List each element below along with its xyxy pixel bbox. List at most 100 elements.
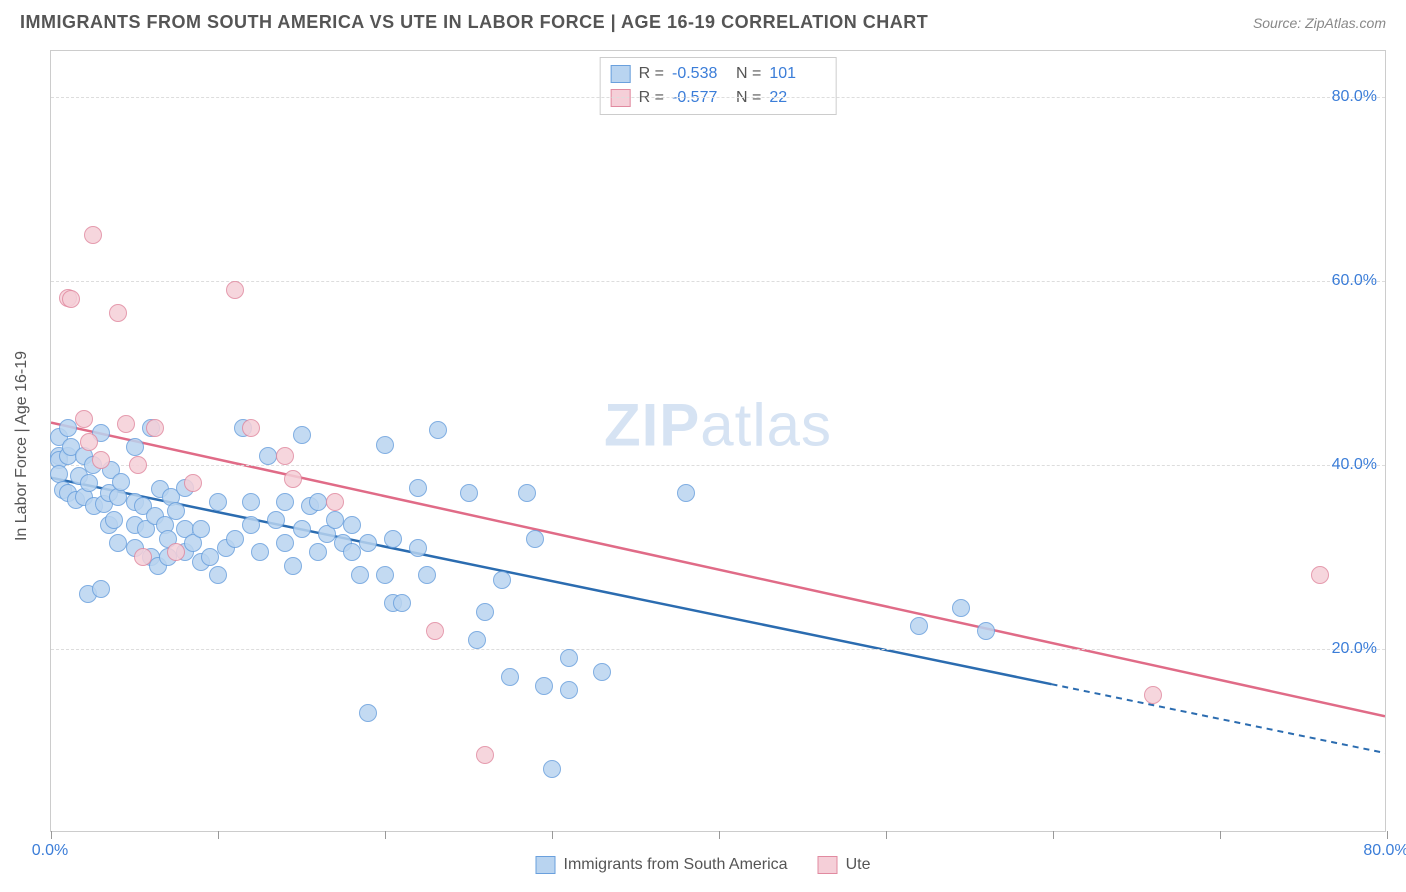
data-point	[80, 474, 98, 492]
data-point	[460, 484, 478, 502]
data-point	[92, 451, 110, 469]
data-point	[351, 566, 369, 584]
data-point	[59, 419, 77, 437]
data-point	[560, 681, 578, 699]
watermark: ZIPatlas	[604, 391, 832, 460]
xtick	[1387, 831, 1388, 839]
data-point	[167, 543, 185, 561]
data-point	[117, 415, 135, 433]
data-point	[242, 493, 260, 511]
xtick	[385, 831, 386, 839]
ytick-label: 40.0%	[1332, 456, 1377, 474]
xtick-label: 0.0%	[32, 842, 68, 860]
source-attribution: Source: ZipAtlas.com	[1253, 15, 1386, 31]
data-point	[167, 502, 185, 520]
data-point	[242, 419, 260, 437]
gridline	[51, 649, 1385, 650]
data-point	[476, 746, 494, 764]
stats-row-series-1: R = -0.538 N = 101	[611, 62, 826, 86]
data-point	[359, 704, 377, 722]
data-point	[418, 566, 436, 584]
bottom-legend: Immigrants from South America Ute	[536, 856, 871, 874]
data-point	[977, 622, 995, 640]
data-point	[192, 520, 210, 538]
data-point	[284, 557, 302, 575]
data-point	[677, 484, 695, 502]
swatch-series-2	[611, 89, 631, 107]
data-point	[384, 530, 402, 548]
data-point	[429, 421, 447, 439]
r-value-2: -0.577	[672, 86, 728, 110]
data-point	[226, 530, 244, 548]
data-point	[526, 530, 544, 548]
data-point	[543, 760, 561, 778]
data-point	[129, 456, 147, 474]
data-point	[326, 511, 344, 529]
ytick-label: 20.0%	[1332, 640, 1377, 658]
data-point	[560, 649, 578, 667]
data-point	[84, 226, 102, 244]
data-point	[593, 663, 611, 681]
data-point	[80, 433, 98, 451]
data-point	[209, 493, 227, 511]
xtick	[552, 831, 553, 839]
data-point	[109, 488, 127, 506]
data-point	[409, 479, 427, 497]
data-point	[393, 594, 411, 612]
xtick	[719, 831, 720, 839]
xtick-label: 80.0%	[1363, 842, 1406, 860]
data-point	[201, 548, 219, 566]
data-point	[226, 281, 244, 299]
watermark-rest: atlas	[700, 392, 832, 459]
data-point	[359, 534, 377, 552]
data-point	[126, 438, 144, 456]
data-point	[276, 447, 294, 465]
data-point	[376, 566, 394, 584]
data-point	[267, 511, 285, 529]
data-point	[309, 493, 327, 511]
legend-swatch-1	[536, 856, 556, 874]
legend-swatch-2	[818, 856, 838, 874]
legend-item-2: Ute	[818, 856, 871, 874]
data-point	[535, 677, 553, 695]
data-point	[293, 520, 311, 538]
data-point	[910, 617, 928, 635]
data-point	[468, 631, 486, 649]
data-point	[112, 473, 130, 491]
n-value-1: 101	[769, 62, 825, 86]
stats-legend: R = -0.538 N = 101 R = -0.577 N = 22	[600, 57, 837, 115]
chart-frame: ZIPatlas R = -0.538 N = 101 R = -0.577 N…	[50, 50, 1386, 832]
data-point	[343, 543, 361, 561]
data-point	[105, 511, 123, 529]
xtick	[1053, 831, 1054, 839]
data-point	[109, 304, 127, 322]
xtick	[218, 831, 219, 839]
ytick-label: 60.0%	[1332, 272, 1377, 290]
data-point	[284, 470, 302, 488]
y-axis-label: In Labor Force | Age 16-19	[13, 351, 31, 541]
chart-title: IMMIGRANTS FROM SOUTH AMERICA VS UTE IN …	[20, 12, 928, 33]
data-point	[92, 580, 110, 598]
n-label: N =	[736, 86, 761, 110]
n-label: N =	[736, 62, 761, 86]
data-point	[209, 566, 227, 584]
data-point	[251, 543, 269, 561]
r-value-1: -0.538	[672, 62, 728, 86]
data-point	[493, 571, 511, 589]
data-point	[343, 516, 361, 534]
data-point	[62, 290, 80, 308]
xtick	[886, 831, 887, 839]
data-point	[184, 474, 202, 492]
data-point	[501, 668, 519, 686]
xtick	[1220, 831, 1221, 839]
plot-area: ZIPatlas R = -0.538 N = 101 R = -0.577 N…	[51, 51, 1385, 831]
data-point	[146, 419, 164, 437]
data-point	[518, 484, 536, 502]
gridline	[51, 465, 1385, 466]
watermark-bold: ZIP	[604, 392, 700, 459]
data-point	[276, 534, 294, 552]
trend-lines-svg	[51, 51, 1385, 831]
legend-label-1: Immigrants from South America	[564, 856, 788, 874]
n-value-2: 22	[769, 86, 825, 110]
data-point	[242, 516, 260, 534]
